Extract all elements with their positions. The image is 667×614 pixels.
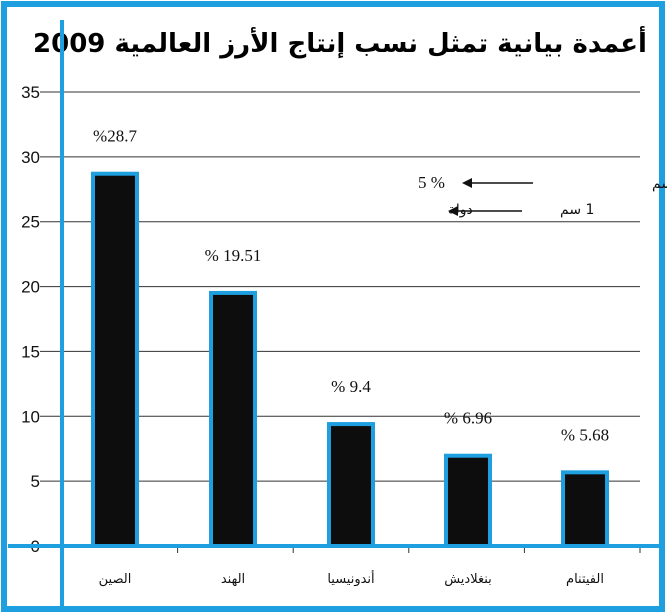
bars [91, 171, 609, 549]
bar [91, 171, 139, 548]
scale-note-value-2: 1 سم [560, 202, 594, 218]
y-tick-label: 5 [31, 472, 40, 491]
scale-note-label-2: دولة [448, 202, 473, 218]
category-label: الهند [221, 572, 245, 587]
category-label: الفيتنام [566, 572, 604, 587]
y-tick-label: 30 [21, 148, 40, 167]
y-tick-label: 15 [21, 342, 40, 361]
bar-value-label: % 9.4 [331, 377, 371, 396]
bar-value-label: %28.7 [93, 127, 137, 146]
y-tick-label: 20 [21, 278, 40, 297]
bar-value-label: % 5.68 [561, 425, 609, 444]
category-label: الصين [99, 572, 132, 587]
bar [561, 470, 609, 549]
data-labels: %28.7 % 19.51 % 9.4 % 6.96 % 5.68 [93, 127, 609, 445]
bar [209, 290, 257, 548]
bar [444, 453, 492, 549]
bar-value-label: % 19.51 [205, 246, 262, 265]
scale-arrowhead-2 [448, 206, 458, 216]
scale-note-label-1: مقياس الرسم 1 سم [652, 176, 667, 192]
category-labels: الصين الهند أندونيسيا بنغلاديش الفيتنام [99, 570, 604, 587]
bar [327, 422, 375, 548]
scale-arrowhead-1 [462, 178, 472, 188]
bar-value-label: % 6.96 [444, 409, 492, 428]
y-tick-label: 35 [21, 83, 40, 102]
category-label: أندونيسيا [327, 570, 374, 587]
scale-note-value-1: 5 % [418, 173, 445, 192]
scale-note: مقياس الرسم 1 سم 5 % 1 سم دولة [418, 173, 667, 218]
y-tick-label: 10 [21, 407, 40, 426]
category-label: بنغلاديش [444, 572, 492, 587]
chart-title: أعمدة بيانية تمثل نسب إنتاج الأرز العالم… [33, 26, 647, 59]
y-tick-label: 25 [21, 213, 40, 232]
